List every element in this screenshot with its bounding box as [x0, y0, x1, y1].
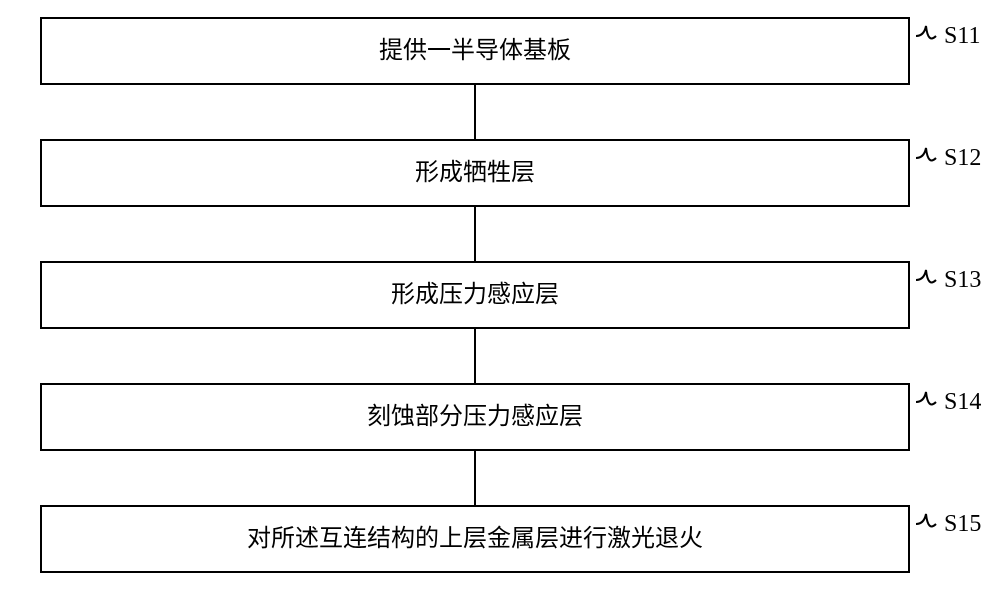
- step-label-text-s15: S15: [944, 511, 981, 538]
- step-label-s11: S11: [916, 22, 980, 50]
- step-label-s12: S12: [916, 144, 981, 172]
- step-label-text-s12: S12: [944, 145, 981, 172]
- step-label-text-s13: S13: [944, 267, 981, 294]
- step-box-s12: 形成牺牲层: [40, 139, 910, 207]
- step-label-text-s11: S11: [944, 23, 980, 50]
- connector-4-5: [474, 451, 476, 505]
- label-curve-icon: [916, 22, 940, 50]
- connector-2-3: [474, 207, 476, 261]
- step-box-s11: 提供一半导体基板: [40, 17, 910, 85]
- step-text-s15: 对所述互连结构的上层金属层进行激光退火: [247, 525, 703, 554]
- step-label-s14: S14: [916, 388, 981, 416]
- step-label-s15: S15: [916, 510, 981, 538]
- step-label-s13: S13: [916, 266, 981, 294]
- step-box-s13: 形成压力感应层: [40, 261, 910, 329]
- flowchart-canvas: 提供一半导体基板 S11 形成牺牲层 S12 形成压力感应层 S13 刻蚀部分压…: [0, 0, 1000, 603]
- step-text-s14: 刻蚀部分压力感应层: [367, 403, 583, 432]
- connector-1-2: [474, 85, 476, 139]
- label-curve-icon: [916, 144, 940, 172]
- step-box-s15: 对所述互连结构的上层金属层进行激光退火: [40, 505, 910, 573]
- step-box-s14: 刻蚀部分压力感应层: [40, 383, 910, 451]
- label-curve-icon: [916, 510, 940, 538]
- step-text-s13: 形成压力感应层: [391, 281, 559, 310]
- label-curve-icon: [916, 266, 940, 294]
- step-text-s12: 形成牺牲层: [415, 159, 535, 188]
- connector-3-4: [474, 329, 476, 383]
- step-text-s11: 提供一半导体基板: [379, 37, 571, 66]
- step-label-text-s14: S14: [944, 389, 981, 416]
- label-curve-icon: [916, 388, 940, 416]
